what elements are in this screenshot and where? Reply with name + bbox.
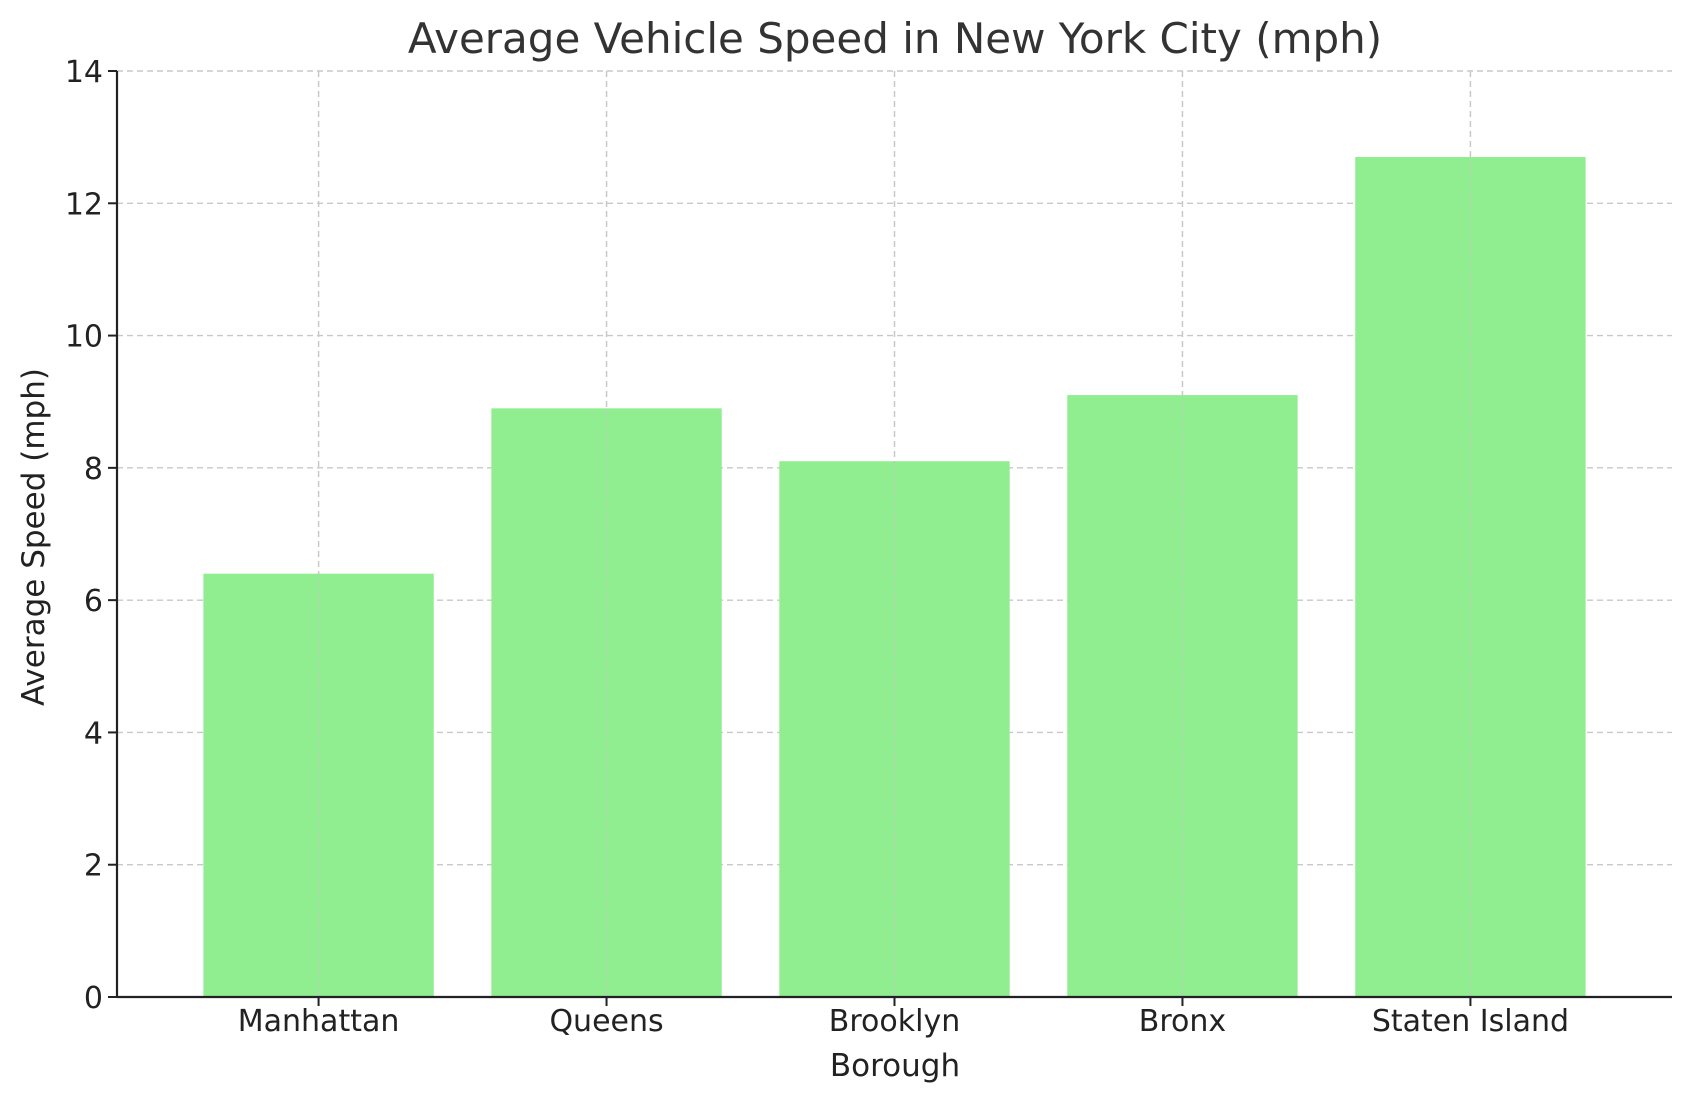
- chart-title: Average Vehicle Speed in New York City (…: [408, 14, 1382, 63]
- y-tick-label: 14: [65, 55, 103, 90]
- y-tick-label: 6: [84, 584, 103, 619]
- y-tick-label: 4: [84, 716, 103, 751]
- y-tick-label: 10: [65, 320, 103, 355]
- x-tick-label: Staten Island: [1372, 1004, 1569, 1039]
- y-tick-label: 0: [84, 981, 103, 1016]
- x-tick-label: Brooklyn: [829, 1004, 960, 1039]
- y-tick-label: 12: [65, 187, 103, 222]
- x-tick-label: Bronx: [1139, 1004, 1226, 1039]
- x-tick-label: Queens: [549, 1004, 663, 1039]
- y-tick-label: 2: [84, 849, 103, 884]
- y-tick-label: 8: [84, 452, 103, 487]
- x-axis-label: Borough: [830, 1048, 960, 1084]
- bar-brooklyn: [779, 461, 1010, 997]
- bars: [203, 71, 1586, 998]
- axes: [108, 70, 1672, 1006]
- y-axis-label: Average Speed (mph): [16, 368, 52, 706]
- x-tick-label: Manhattan: [238, 1004, 400, 1039]
- tick-labels: 0 2 4 6 8 10 12 14 Manhattan Queens Brooklyn Bronx S…: [65, 55, 1569, 1039]
